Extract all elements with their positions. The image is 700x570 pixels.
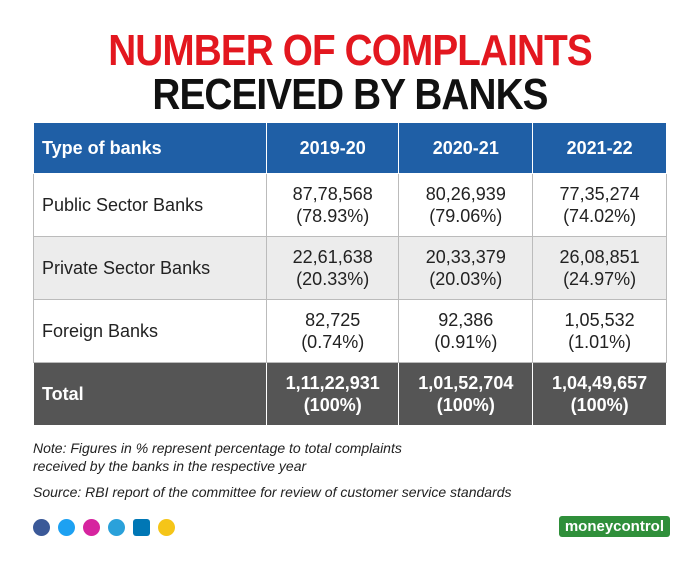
title-line: NUMBER OF COMPLAINTS <box>108 26 592 75</box>
table-row: Foreign Banks 82,725 (0.74%) 92,386 (0.91%) 1… <box>33 299 667 363</box>
header-cell: 2020-21 <box>398 122 534 174</box>
share: (100%) <box>303 395 362 415</box>
share: (74.02%) <box>563 206 637 226</box>
share: (78.93%) <box>296 206 370 226</box>
count: 82,725 <box>305 310 361 330</box>
table-cell: 20,33,379 (20.03%) <box>398 236 534 300</box>
row-label: Total <box>33 362 267 426</box>
count: 1,05,532 <box>564 310 635 330</box>
linkedin-icon[interactable] <box>133 519 150 536</box>
table-cell: 77,35,274 (74.02%) <box>532 173 667 237</box>
table-cell: 22,61,638 (20.33%) <box>265 236 400 300</box>
row-label: Private Sector Banks <box>33 236 267 300</box>
share: (20.33%) <box>296 269 370 289</box>
table-cell: 87,78,568 (78.93%) <box>265 173 400 237</box>
title-line: RECEIVED BY BANKS <box>152 70 548 119</box>
header-cell: 2019-20 <box>265 122 400 174</box>
count: 87,78,568 <box>292 184 373 204</box>
count: 92,386 <box>438 310 494 330</box>
source: Source: RBI report of the committee for … <box>33 484 512 500</box>
table-row: Private Sector Banks 22,61,638 (20.33%) 20,… <box>33 236 667 300</box>
table-row: Total 1,11,22,931 (100%) 1,01,52,704 (100%) 1… <box>33 362 667 426</box>
table-cell: 80,26,939 (79.06%) <box>398 173 534 237</box>
table-cell: 1,04,49,657 (100%) <box>532 362 667 426</box>
table-cell: 26,08,851 (24.97%) <box>532 236 667 300</box>
table-cell: 92,386 (0.91%) <box>398 299 534 363</box>
table-row: Public Sector Banks 87,78,568 (78.93%) 80,2… <box>33 173 667 237</box>
header-cell: Type of banks <box>33 122 267 174</box>
instagram-icon[interactable] <box>83 519 100 536</box>
count: 22,61,638 <box>292 247 373 267</box>
header-row: Type of banks 2019-20 2020-21 2021-22 <box>33 122 667 174</box>
share: (1.01%) <box>568 332 632 352</box>
count: 20,33,379 <box>425 247 506 267</box>
twitter-icon[interactable] <box>58 519 75 536</box>
note: Note: Figures in % represent percentage … <box>33 440 402 456</box>
table-cell: 82,725 (0.74%) <box>265 299 400 363</box>
count: 77,35,274 <box>559 184 640 204</box>
count: 80,26,939 <box>425 184 506 204</box>
telegram-icon[interactable] <box>108 519 125 536</box>
brand-logo: moneycontrol <box>558 516 670 537</box>
header-cell: 2021-22 <box>532 122 667 174</box>
share: (100%) <box>436 395 495 415</box>
koo-icon[interactable] <box>158 519 175 536</box>
table-cell: 1,11,22,931 (100%) <box>265 362 400 426</box>
share: (0.91%) <box>434 332 498 352</box>
share: (100%) <box>570 395 629 415</box>
table-cell: 1,01,52,704 (100%) <box>398 362 534 426</box>
count: 1,01,52,704 <box>418 373 514 393</box>
count: 1,04,49,657 <box>552 373 648 393</box>
count: 26,08,851 <box>559 247 640 267</box>
note: received by the banks in the respective … <box>33 458 307 474</box>
facebook-icon[interactable] <box>33 519 50 536</box>
count: 1,11,22,931 <box>285 373 380 393</box>
share: (0.74%) <box>301 332 365 352</box>
table-cell: 1,05,532 (1.01%) <box>532 299 667 363</box>
share: (20.03%) <box>429 269 503 289</box>
row-label: Foreign Banks <box>33 299 267 363</box>
table: Type of banks 2019-20 2020-21 2021-22 Pu… <box>33 122 667 426</box>
share: (24.97%) <box>563 269 637 289</box>
share: (79.06%) <box>429 206 503 226</box>
row-label: Public Sector Banks <box>33 173 267 237</box>
